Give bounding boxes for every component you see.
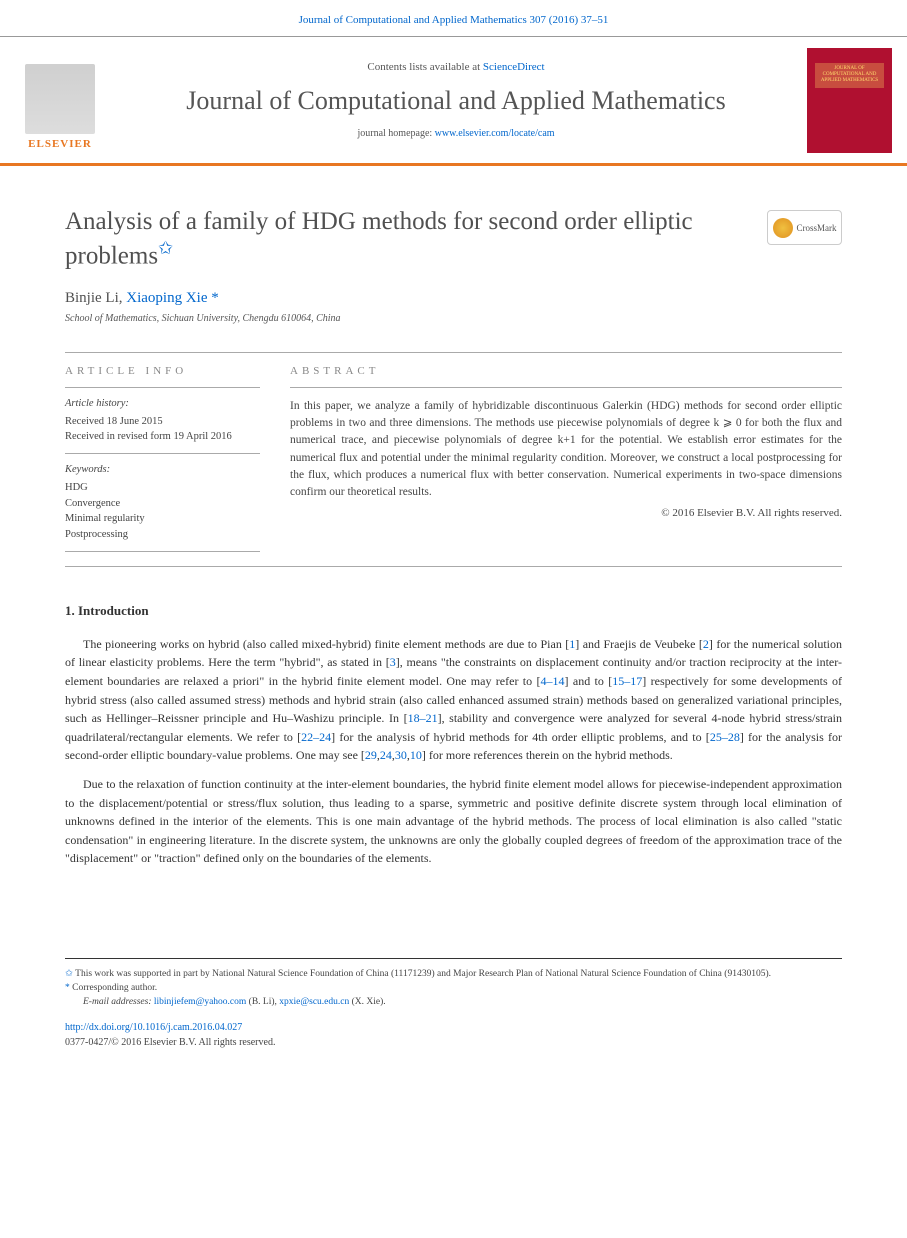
author-corresponding[interactable]: Xiaoping Xie xyxy=(126,290,207,306)
abstract-body: In this paper, we analyze a family of hy… xyxy=(290,400,842,498)
funding-footnote: ✩ This work was supported in part by Nat… xyxy=(65,967,842,981)
funding-star-icon: ✩ xyxy=(65,969,75,979)
header-center: Contents lists available at ScienceDirec… xyxy=(120,61,792,139)
keyword-3: Minimal regularity xyxy=(65,511,260,527)
corr-star-icon: * xyxy=(211,290,219,306)
ref-15-17[interactable]: 15–17 xyxy=(612,674,642,688)
ref-18-21[interactable]: 18–21 xyxy=(408,711,438,725)
corr-text: Corresponding author. xyxy=(72,983,157,993)
intro-heading: 1. Introduction xyxy=(65,603,842,619)
keyword-2: Convergence xyxy=(65,496,260,512)
ref-29[interactable]: 29 xyxy=(365,748,377,762)
p1a: The pioneering works on hybrid (also cal… xyxy=(83,637,569,651)
corr-footnote: * Corresponding author. xyxy=(65,981,842,995)
p1e: ] and to [ xyxy=(565,674,613,688)
p1b: ] and Fraejis de Veubeke [ xyxy=(575,637,703,651)
info-abstract-row: article info Article history: Received 1… xyxy=(65,352,842,567)
crossmark-label: CrossMark xyxy=(797,223,837,233)
ref-24b[interactable]: 24 xyxy=(380,748,392,762)
abstract-copyright: © 2016 Elsevier B.V. All rights reserved… xyxy=(290,505,842,522)
intro-para-2: Due to the relaxation of function contin… xyxy=(65,775,842,868)
elsevier-tree-icon xyxy=(25,64,95,134)
ref-10b[interactable]: 10 xyxy=(410,748,422,762)
issn-line: 0377-0427/© 2016 Elsevier B.V. All right… xyxy=(65,1035,842,1050)
main-content: CrossMark Analysis of a family of HDG me… xyxy=(0,166,907,1080)
authors: Binjie Li, Xiaoping Xie * xyxy=(65,290,842,307)
article-info-col: article info Article history: Received 1… xyxy=(65,353,260,552)
abstract-col: abstract In this paper, we analyze a fam… xyxy=(290,353,842,552)
article-info-label: article info xyxy=(65,353,260,387)
email-2-suffix: (X. Xie). xyxy=(349,997,385,1007)
crossmark-badge[interactable]: CrossMark xyxy=(767,210,842,245)
journal-name: Journal of Computational and Applied Mat… xyxy=(120,85,792,116)
citation-header: Journal of Computational and Applied Mat… xyxy=(0,0,907,36)
keywords-block: Keywords: HDG Convergence Minimal regula… xyxy=(65,453,260,552)
homepage-line: journal homepage: www.elsevier.com/locat… xyxy=(120,128,792,139)
homepage-label: journal homepage: xyxy=(357,128,434,139)
email-1[interactable]: libinjiefem@yahoo.com xyxy=(154,997,246,1007)
crossmark-icon xyxy=(773,218,793,238)
ref-4-14[interactable]: 4–14 xyxy=(541,674,565,688)
journal-cover-thumb: JOURNAL OF COMPUTATIONAL AND APPLIED MAT… xyxy=(807,48,892,153)
email-1-suffix: (B. Li), xyxy=(246,997,279,1007)
elsevier-logo: ELSEVIER xyxy=(15,50,105,150)
contents-label: Contents lists available at xyxy=(367,61,482,73)
email-2[interactable]: xpxie@scu.edu.cn xyxy=(279,997,349,1007)
journal-header: ELSEVIER Contents lists available at Sci… xyxy=(0,36,907,166)
ref-22-24[interactable]: 22–24 xyxy=(301,730,331,744)
email-footnote: E-mail addresses: libinjiefem@yahoo.com … xyxy=(65,995,842,1009)
received-date: Received 18 June 2015 xyxy=(65,414,260,430)
article-title: Analysis of a family of HDG methods for … xyxy=(65,206,842,272)
p1h: ] for the analysis of hybrid methods for… xyxy=(331,730,710,744)
title-footnote-star: ✩ xyxy=(158,238,173,258)
revised-date: Received in revised form 19 April 2016 xyxy=(65,429,260,445)
sciencedirect-link[interactable]: ScienceDirect xyxy=(483,61,545,73)
ref-30[interactable]: 30 xyxy=(395,748,407,762)
contents-available: Contents lists available at ScienceDirec… xyxy=(120,61,792,73)
keyword-1: HDG xyxy=(65,480,260,496)
ref-25-28[interactable]: 25–28 xyxy=(710,730,740,744)
abstract-label: abstract xyxy=(290,353,842,387)
affiliation: School of Mathematics, Sichuan Universit… xyxy=(65,313,842,324)
abstract-text: In this paper, we analyze a family of hy… xyxy=(290,387,842,522)
footnotes: ✩ This work was supported in part by Nat… xyxy=(65,958,842,1050)
article-history: Article history: Received 18 June 2015 R… xyxy=(65,387,260,453)
doi-link[interactable]: http://dx.doi.org/10.1016/j.cam.2016.04.… xyxy=(65,1022,242,1033)
homepage-link[interactable]: www.elsevier.com/locate/cam xyxy=(435,128,555,139)
keyword-4: Postprocessing xyxy=(65,527,260,543)
elsevier-text: ELSEVIER xyxy=(28,138,92,150)
p1j: ] for more references therein on the hyb… xyxy=(422,748,673,762)
cover-thumb-text: JOURNAL OF COMPUTATIONAL AND APPLIED MAT… xyxy=(817,66,882,84)
doi-line: http://dx.doi.org/10.1016/j.cam.2016.04.… xyxy=(65,1020,842,1035)
author-1: Binjie Li, xyxy=(65,290,126,306)
history-heading: Article history: xyxy=(65,396,260,412)
intro-para-1: The pioneering works on hybrid (also cal… xyxy=(65,635,842,765)
funding-text: This work was supported in part by Natio… xyxy=(75,969,771,979)
email-label: E-mail addresses: xyxy=(83,997,154,1007)
keywords-heading: Keywords: xyxy=(65,462,260,478)
